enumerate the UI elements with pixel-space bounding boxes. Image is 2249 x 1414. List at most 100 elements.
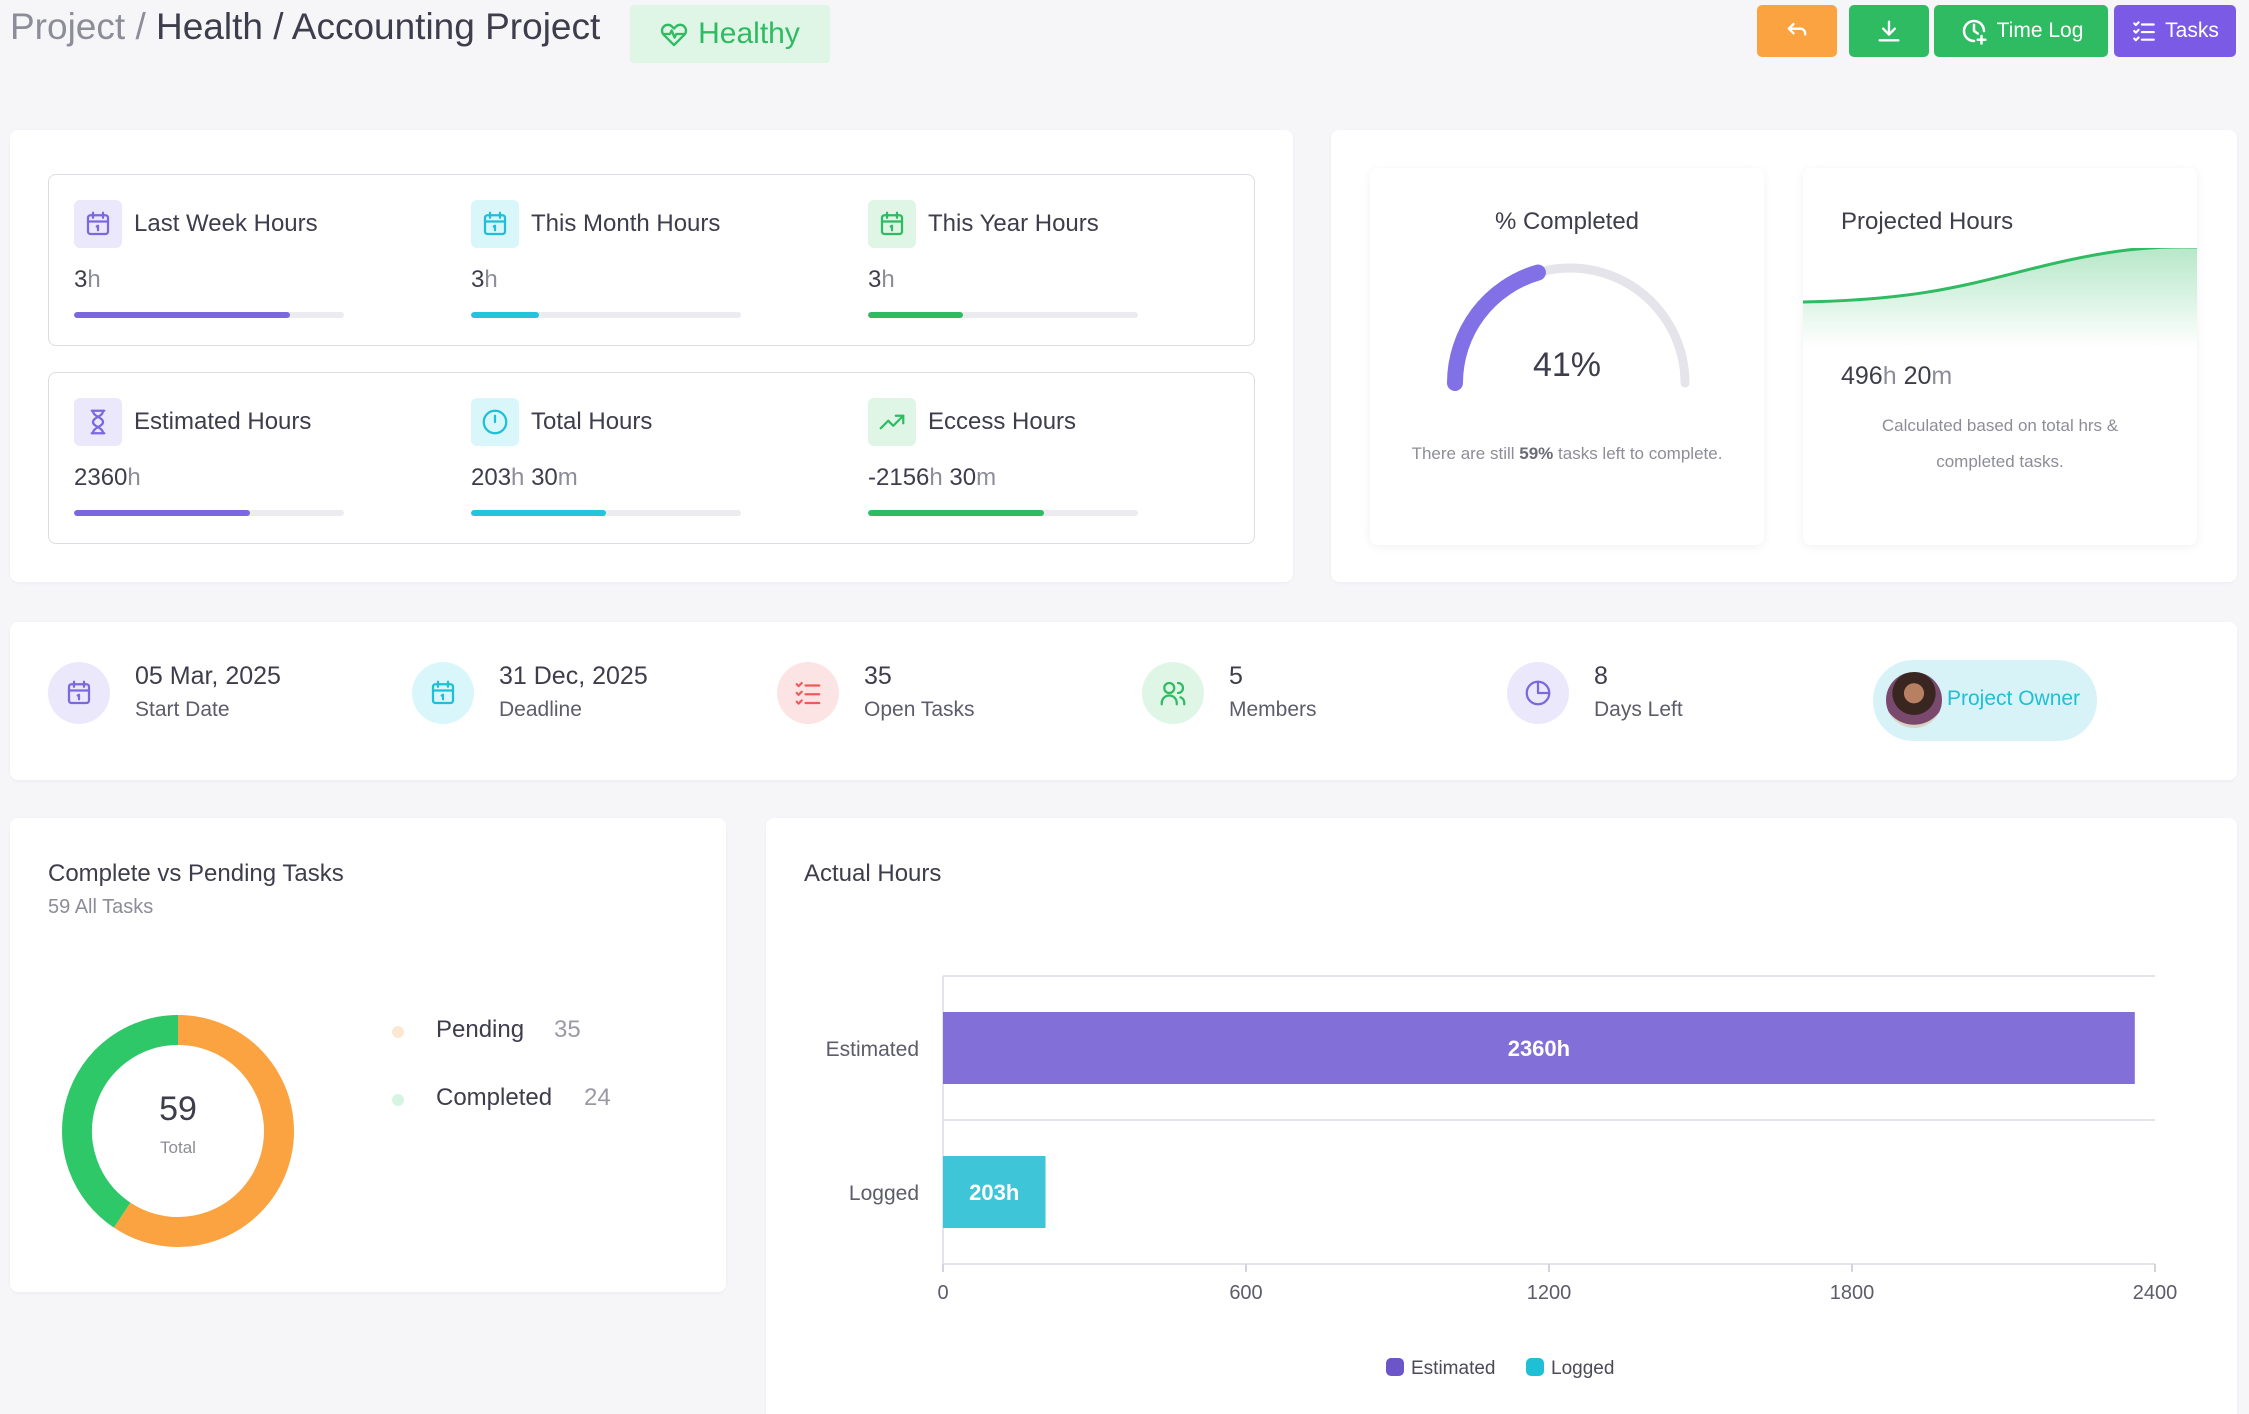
hours-stat: This Year Hours 3h — [868, 200, 1188, 340]
hours-progress-fill — [868, 510, 1044, 516]
breadcrumb-root[interactable]: Project — [10, 6, 126, 47]
completed-card: % Completed 41% There are still 59% task… — [1370, 168, 1764, 545]
x-tick-label: 600 — [1229, 1282, 1262, 1304]
download-icon — [1878, 20, 1900, 42]
metric-label: Open Tasks — [864, 698, 975, 721]
project-owner-label: Project Owner — [1947, 687, 2081, 710]
unit: h — [511, 464, 525, 491]
back-button[interactable] — [1757, 5, 1837, 57]
x-tick-label: 2400 — [2133, 1282, 2178, 1304]
metric-label: Days Left — [1594, 698, 1683, 721]
project-owner-chip[interactable]: Project Owner — [1873, 660, 2097, 741]
download-button[interactable] — [1849, 5, 1929, 57]
minutes-value: 30 — [531, 464, 558, 491]
status-badge: Healthy — [630, 5, 830, 63]
x-tick-label: 0 — [937, 1282, 948, 1304]
bar-data-label: 203h — [969, 1180, 1019, 1205]
tasks-status-subtitle: 59 All Tasks — [48, 896, 154, 918]
hours-stat-value: 3h — [471, 266, 498, 294]
hours-stat-value: -2156h 30m — [868, 464, 996, 492]
tasks-label: Tasks — [2165, 19, 2219, 42]
tasks-donut — [62, 1015, 294, 1247]
hours-stat-value: 203h 30m — [471, 464, 578, 492]
time-log-button[interactable]: Time Log — [1934, 5, 2108, 57]
bar-logged — [943, 1156, 1046, 1228]
legend-marker-estimated — [1386, 1358, 1404, 1376]
hours-progress-fill — [471, 510, 606, 516]
projected-card: Projected Hours 496h 20m Calculated base… — [1803, 168, 2197, 545]
completed-note-text: tasks left to complete. — [1553, 444, 1723, 463]
tasks-button[interactable]: Tasks — [2114, 5, 2236, 57]
legend-label-estimated: Estimated — [1411, 1358, 1495, 1379]
chart-title: Actual Hours — [804, 860, 942, 887]
donut-center-label: Total — [160, 1138, 196, 1157]
unit: h — [87, 266, 101, 293]
project-metrics-bar — [10, 622, 2237, 780]
donut-slice-pending[interactable] — [113, 1015, 294, 1247]
heart-pulse-icon — [661, 23, 688, 47]
completed-title: % Completed — [1494, 208, 1640, 235]
hours-stat-label: This Year Hours — [928, 210, 1099, 237]
legend-marker — [392, 1094, 404, 1106]
unit: m — [1931, 362, 1953, 390]
task-list-icon — [777, 662, 839, 724]
completed-percent: 41% — [1532, 346, 1602, 384]
metric-start-date: 05 Mar, 2025 Start Date — [48, 662, 378, 726]
breadcrumb-separator: / — [135, 6, 146, 47]
metric-label: Deadline — [499, 698, 582, 721]
hours-progress-fill — [74, 312, 290, 318]
breadcrumb-separator: / — [273, 6, 284, 47]
metric-value: 05 Mar, 2025 — [135, 662, 281, 690]
unit: h — [484, 266, 498, 293]
tasks-status-title: Complete vs Pending Tasks — [48, 860, 344, 887]
hours-progress-fill — [868, 312, 963, 318]
tasks-status-card: Complete vs Pending Tasks 59 All Tasks 5… — [10, 818, 726, 1292]
hours-stat: Total Hours 203h 30m — [471, 398, 791, 538]
hours-progress-bar — [868, 510, 1138, 516]
hours-progress-bar — [471, 312, 741, 318]
hours-stat-label: Last Week Hours — [134, 210, 318, 237]
legend-label-logged: Logged — [1551, 1358, 1614, 1379]
task-list-icon — [2133, 21, 2155, 42]
hours-value: 203 — [471, 464, 512, 491]
clock-icon — [471, 398, 519, 446]
donut-slice-completed[interactable] — [62, 1015, 179, 1228]
legend-marker-logged — [1526, 1358, 1544, 1376]
projected-hours: 496 — [1841, 362, 1883, 390]
hours-value: 2360 — [74, 464, 128, 491]
legend-marker — [392, 1026, 404, 1038]
hours-stat-label: This Month Hours — [531, 210, 721, 237]
hours-stat: This Month Hours 3h — [471, 200, 791, 340]
actual-hours-card: Actual Hours 0 600 1200 1800 2400 2360h Estima… — [766, 818, 2237, 1414]
donut-center-value: 59 — [159, 1090, 197, 1128]
breadcrumb: Project / Health / Accounting Project — [10, 6, 600, 48]
x-tick-label: 1200 — [1527, 1282, 1572, 1304]
metric-open-tasks: 35 Open Tasks — [777, 662, 1107, 726]
completed-note-text: There are still — [1411, 444, 1520, 463]
calendar-icon — [471, 200, 519, 248]
hours-progress-bar — [74, 312, 344, 318]
hours-stat: Eccess Hours -2156h 30m — [868, 398, 1188, 538]
hours-value: 3 — [74, 266, 88, 293]
users-icon — [1142, 662, 1204, 724]
metric-value: 31 Dec, 2025 — [499, 662, 648, 690]
hours-progress-bar — [471, 510, 741, 516]
hours-stat-label: Total Hours — [531, 408, 653, 435]
calendar-icon — [74, 200, 122, 248]
completion-gauge — [1447, 263, 1690, 391]
legend-value: 35 — [554, 1016, 581, 1043]
actual-hours-bar-chart: 0 600 1200 1800 2400 2360h Estimated 203h Logged… — [826, 975, 2178, 1379]
projected-value: 496h 20m — [1841, 362, 1952, 391]
projected-minutes: 20 — [1903, 362, 1932, 390]
status-label: Healthy — [698, 17, 800, 50]
metric-label: Members — [1229, 698, 1317, 721]
remaining-percent: 59% — [1519, 444, 1554, 463]
hours-stat-value: 3h — [74, 266, 101, 294]
breadcrumb-section[interactable]: Health — [156, 6, 263, 47]
metric-days-left: 8 Days Left — [1507, 662, 1837, 726]
metric-value: 5 — [1229, 662, 1243, 690]
metric-deadline: 31 Dec, 2025 Deadline — [412, 662, 742, 726]
calendar-icon — [868, 200, 916, 248]
completed-note: There are still 59% tasks left to comple… — [1370, 444, 1764, 464]
hours-value: -2156 — [868, 464, 930, 491]
